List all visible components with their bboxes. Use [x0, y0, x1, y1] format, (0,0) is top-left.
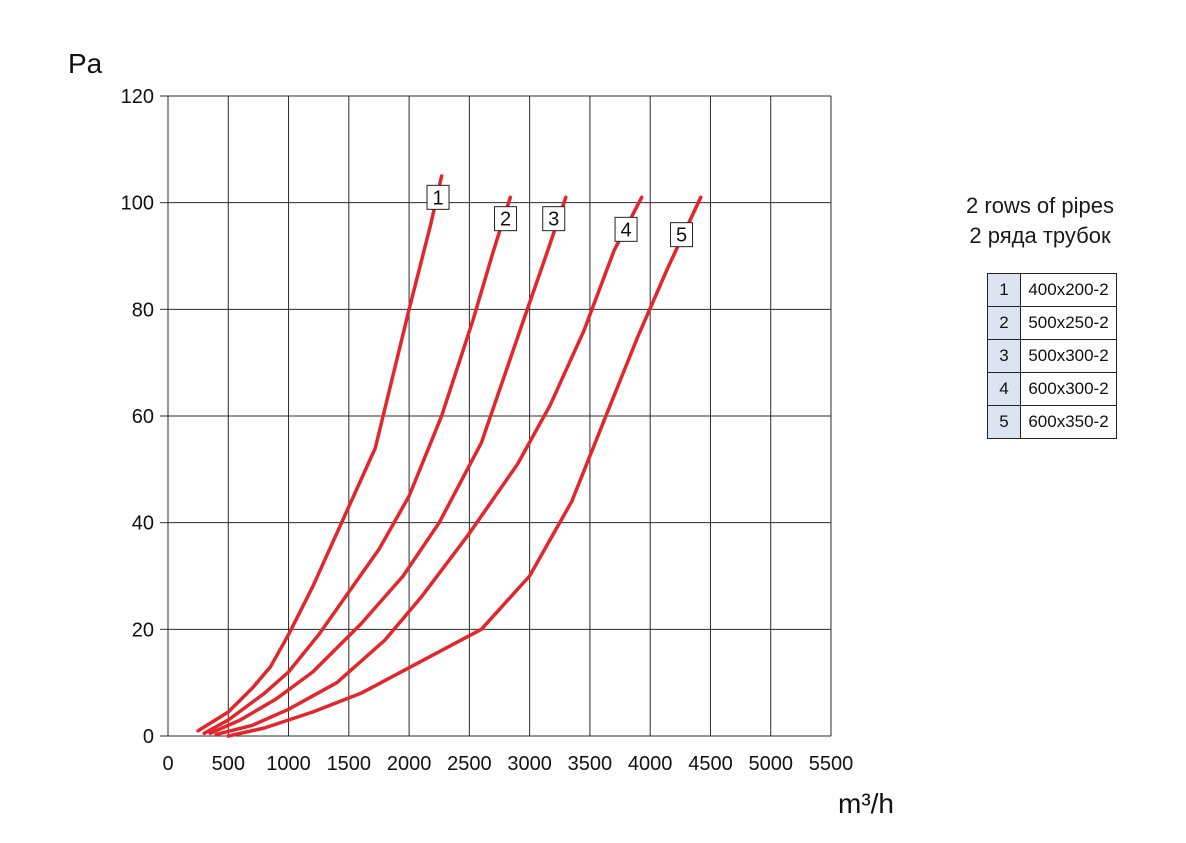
curve-labels: 1 2 3 4 5: [426, 184, 694, 248]
curve-label-box: [670, 222, 694, 248]
x-tick-label: 4500: [688, 753, 733, 775]
y-tick-label: 0: [143, 726, 154, 748]
x-tick-label: 0: [162, 753, 173, 775]
legend-row: 5 600x350-2: [987, 405, 1117, 439]
y-tick-label: 40: [132, 513, 154, 535]
y-axis-title: Pa: [68, 48, 103, 79]
curves: [196, 174, 703, 738]
y-tick-label: 80: [132, 299, 154, 321]
x-tick-labels: 0 500 1000 1500 2000 2500 3000 3500 4000 4500 5000…: [162, 753, 853, 775]
x-tick-label: 4000: [628, 753, 673, 775]
legend-row-name: 600x300-2: [1020, 372, 1117, 406]
legend-title-ru: 2 ряда трубок: [969, 223, 1111, 248]
y-tick-label: 100: [121, 193, 154, 215]
y-tick-label: 120: [121, 86, 154, 108]
curve-label-box: [494, 206, 518, 232]
curve-label-box: [426, 184, 450, 210]
series-line-5: [226, 195, 703, 738]
y-tick-label: 60: [132, 406, 154, 428]
legend-row-number: 5: [987, 405, 1021, 439]
legend-row: 1 400x200-2: [987, 273, 1117, 307]
y-tick-label: 20: [132, 619, 154, 641]
curve-label-box: [542, 206, 566, 232]
x-axis-title: m³/h: [838, 788, 894, 819]
legend-row-name: 600x350-2: [1020, 405, 1117, 439]
x-tick-label: 2000: [387, 753, 432, 775]
legend-title-en: 2 rows of pipes: [966, 193, 1114, 218]
curve-label-4: 4: [614, 216, 638, 242]
legend-row-number: 4: [987, 372, 1021, 406]
curve-label-text: 3: [548, 209, 559, 231]
curve-label-text: 5: [676, 225, 687, 247]
series-line-4: [214, 195, 644, 737]
x-tick-label: 3500: [568, 753, 613, 775]
curve-label-text: 4: [621, 219, 632, 241]
curve-label-text: 1: [432, 187, 443, 209]
x-tick-label: 3000: [507, 753, 552, 775]
grid: [160, 95, 832, 737]
curve-label-5: 5: [670, 222, 694, 248]
series-line-2: [202, 195, 513, 736]
legend-row-number: 3: [987, 339, 1021, 373]
curve-label-3: 3: [542, 206, 566, 232]
x-tick-label: 5500: [809, 753, 854, 775]
x-tick-label: 1000: [266, 753, 311, 775]
legend-row: 4 600x300-2: [987, 372, 1117, 406]
series-line-1: [196, 174, 444, 733]
y-tick-labels: 0 20 40 60 80 100 120: [121, 86, 154, 748]
x-tick-label: 2500: [447, 753, 492, 775]
legend-row: 3 500x300-2: [987, 339, 1117, 373]
legend-row-number: 2: [987, 306, 1021, 340]
curve-label-text: 2: [500, 209, 511, 231]
legend-row-name: 500x300-2: [1020, 339, 1117, 373]
x-tick-label: 500: [212, 753, 245, 775]
curve-label-1: 1: [426, 184, 450, 210]
curve-label-2: 2: [494, 206, 518, 232]
x-tick-label: 1500: [327, 753, 372, 775]
curve-label-box: [614, 216, 638, 242]
legend-table: 1 400x200-2 2 500x250-2 3 500x300-2 4 60…: [987, 273, 1117, 439]
x-tick-label: 5000: [748, 753, 793, 775]
legend-row: 2 500x250-2: [987, 306, 1117, 340]
series-line-3: [208, 195, 568, 736]
legend-row-name: 400x200-2: [1020, 273, 1117, 307]
legend-row-name: 500x250-2: [1020, 306, 1117, 340]
legend-row-number: 1: [987, 273, 1021, 307]
